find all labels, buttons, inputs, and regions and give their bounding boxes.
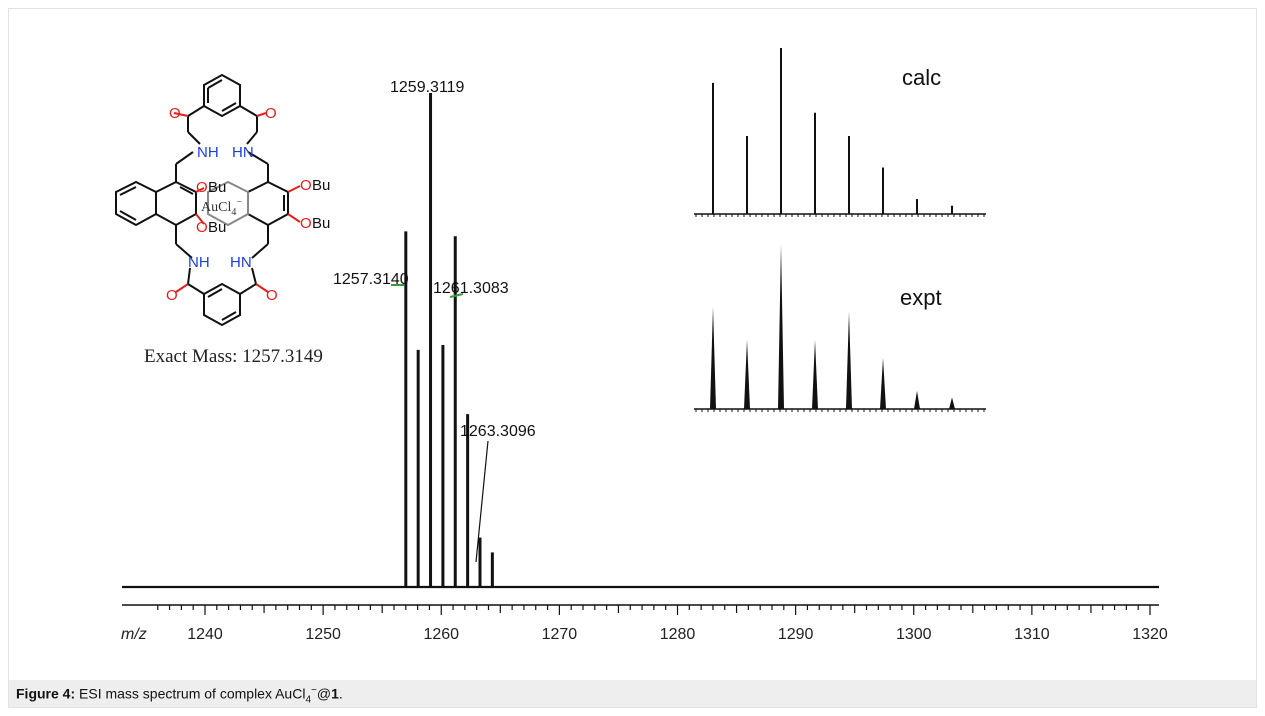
aucl4-guest-label: AuCl4−: [201, 197, 242, 218]
oxygen-label-4: O: [266, 287, 278, 304]
inset-peak: [710, 306, 716, 409]
chemical-structure: [115, 73, 301, 327]
nh-label-bottom-left: NH: [188, 254, 210, 271]
figure-caption: Figure 4: ESI mass spectrum of complex A…: [16, 685, 343, 706]
peak-label: 1261.3083: [433, 280, 509, 297]
left-naphthalene-ring-b: [115, 180, 157, 227]
hn-label-top-right: HN: [232, 144, 254, 161]
peak-marker-1261: [449, 293, 464, 298]
obu-label-right-bottom: Bu: [312, 215, 330, 232]
inset-peak: [778, 244, 784, 409]
inset-expt: expt: [694, 244, 986, 412]
nh-label-top-left: NH: [197, 144, 219, 161]
structure-labels: O O NH HN O Bu O Bu O Bu O Bu NH HN O O …: [144, 105, 330, 367]
x-tick-label: 1240: [187, 626, 223, 643]
inset-peak: [744, 339, 750, 409]
caption-bar: [9, 680, 1256, 707]
o-label-left-bottom: O: [196, 219, 208, 236]
x-axis-label: m/z: [121, 626, 147, 643]
x-tick-label: 1320: [1132, 626, 1168, 643]
x-tick-label: 1290: [778, 626, 814, 643]
right-naphthalene-ring-a: [247, 180, 289, 227]
x-tick-label: 1260: [423, 626, 459, 643]
inset-label: calc: [902, 65, 941, 90]
hn-label-bottom-right: HN: [230, 254, 252, 271]
oxygen-label-3: O: [166, 287, 178, 304]
mass-spectrum-chart: 1240 1250 1260 1270 1280 1290 1300 1310 1320m/z …: [115, 48, 1168, 643]
x-tick-label: 1310: [1014, 626, 1050, 643]
o-label-right-bottom: O: [300, 215, 312, 232]
o-label-right-top: O: [300, 177, 312, 194]
isotope-insets: calc expt: [694, 48, 986, 412]
inset-calc: calc: [694, 48, 986, 217]
main-peaks: [122, 93, 1159, 589]
obu-label-left-top: Bu: [208, 179, 226, 196]
o-label-left-top: O: [196, 179, 208, 196]
inset-peak: [812, 339, 818, 409]
x-tick-label: 1270: [542, 626, 578, 643]
inset-peak: [949, 397, 955, 409]
inset-peak: [914, 390, 920, 409]
bottom-benzene-ring: [203, 282, 241, 327]
peak-label: 1263.3096: [460, 423, 536, 440]
obu-label-left-bottom: Bu: [208, 219, 226, 236]
x-tick-label: 1250: [305, 626, 341, 643]
obu-label-right-top: Bu: [312, 177, 330, 194]
top-benzene-ring: [203, 73, 241, 118]
right-naphthalene-ring-b: [207, 180, 249, 227]
exact-mass-label: Exact Mass: 1257.3149: [144, 346, 323, 367]
peak-label: 1259.3119: [390, 79, 465, 96]
x-tick-label: 1300: [896, 626, 932, 643]
peak-labels: 1257.3140 1259.3119 1261.3083 1263.3096: [333, 79, 536, 563]
peak-label: 1257.3140: [333, 271, 409, 288]
peak-leader-1263: [475, 440, 489, 563]
oxygen-label-2: O: [265, 105, 277, 122]
figure-label: Figure 4:: [16, 685, 76, 702]
left-naphthalene-ring-a: [155, 180, 197, 227]
x-tick-label: 1280: [660, 626, 696, 643]
figure-frame: [8, 8, 1257, 708]
inset-peak: [880, 357, 886, 409]
x-axis: 1240 1250 1260 1270 1280 1290 1300 1310 1320 m/z: [121, 604, 1168, 643]
inset-label: expt: [900, 285, 942, 310]
inset-peak: [846, 311, 852, 409]
oxygen-label-1: O: [169, 105, 181, 122]
